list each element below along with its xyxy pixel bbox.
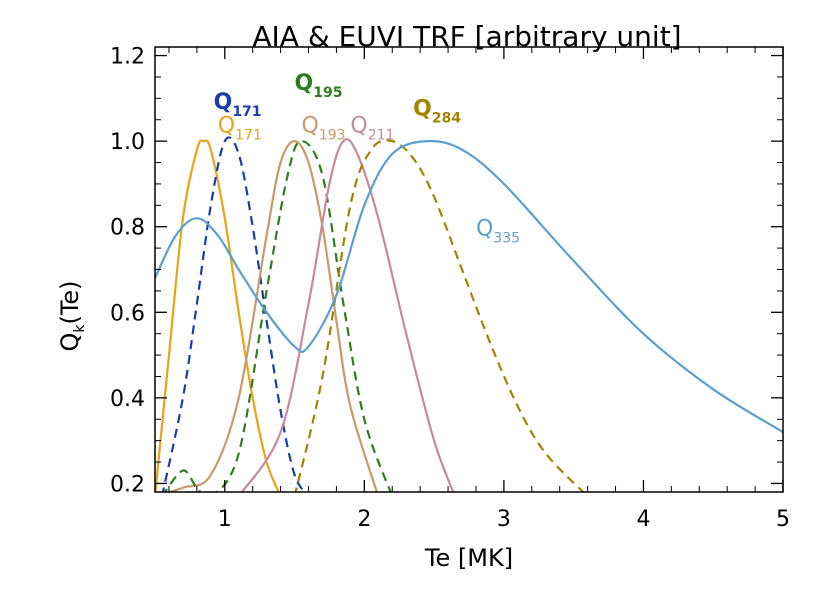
- x-tick-label: 2: [357, 507, 371, 532]
- x-tick-label: 5: [776, 507, 790, 532]
- series-line-q284-5: [294, 139, 585, 492]
- series-label-q284-5: Q284: [413, 96, 461, 126]
- series-line-q171-1: [161, 136, 307, 492]
- series-label-q211-4: Q211: [350, 114, 394, 144]
- y-tick-label: 0.4: [110, 387, 145, 412]
- y-tick-label: 0.8: [110, 216, 145, 241]
- y-tick-label: 1.2: [110, 45, 145, 70]
- series-label-q171-1: Q171: [214, 90, 262, 120]
- x-tick-label: 4: [636, 507, 650, 532]
- axes: 1 2 3 4 5 0.2 0.4 0.6 0.8 1.0 1.2: [110, 45, 790, 532]
- y-tick-label: 1.0: [110, 130, 145, 155]
- chart-title: AIA & EUVI TRF [arbitrary unit]: [252, 20, 681, 53]
- y-axis-title: Qk(Te): [56, 280, 88, 351]
- series-line-q211-4: [240, 138, 455, 492]
- series-label-q335-6: Q335: [476, 216, 520, 246]
- x-tick-label: 1: [218, 507, 232, 532]
- series-line-q171-0: [155, 139, 280, 492]
- y-axis-title-sub: k: [72, 324, 88, 333]
- series-line-q335-6: [155, 139, 783, 434]
- series-label-q193-2: Q193: [302, 114, 346, 144]
- y-tick-label: 0.2: [110, 472, 145, 497]
- x-axis-title: Te [MK]: [424, 544, 513, 572]
- series-label-q195-3: Q195: [295, 71, 343, 101]
- plot-area: [155, 136, 783, 492]
- x-tick-label: 3: [497, 507, 511, 532]
- series-line-q193-2: [166, 140, 379, 492]
- y-axis-title-rest: (Te): [56, 280, 84, 324]
- y-tick-label: 0.6: [110, 301, 145, 326]
- y-axis-title-base: Q: [56, 333, 84, 352]
- series-line-q195-3: [163, 140, 392, 492]
- series-label-q171-0: Q171: [218, 114, 262, 144]
